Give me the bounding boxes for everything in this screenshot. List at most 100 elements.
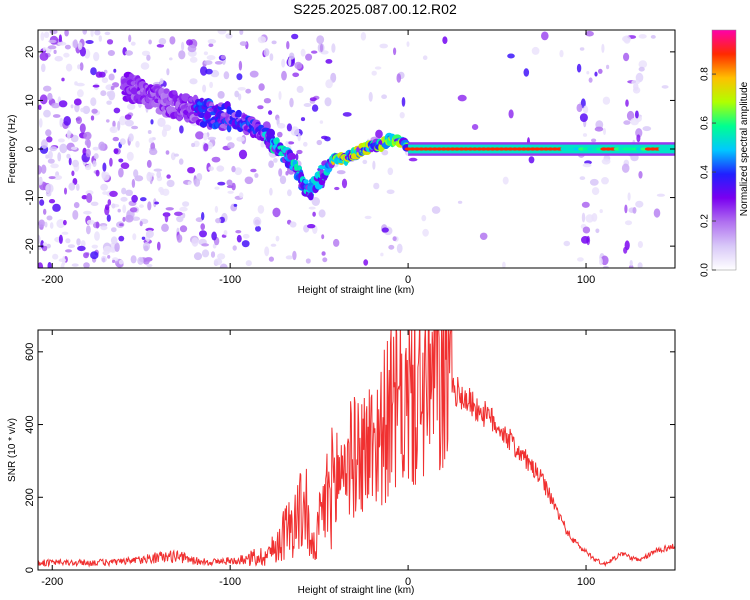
spectrogram-noise-blob — [210, 251, 216, 258]
spectrogram-noise-blob — [638, 60, 648, 69]
spectrogram-noise-blob — [176, 215, 184, 223]
spectrogram-noise-blob — [98, 141, 106, 151]
spectrogram-noise-blob — [636, 134, 641, 143]
spectrogram-noise-blob — [166, 174, 171, 179]
spectrogram-noise-blob — [602, 96, 611, 105]
colorbar-gradient — [712, 30, 736, 270]
spectrogram-noise-blob — [108, 73, 115, 81]
spectrogram-noise-blob — [71, 263, 79, 267]
spectrogram-noise-blob — [76, 82, 85, 87]
spectrogram-noise-blob — [581, 236, 590, 244]
spectrogram-noise-blob — [38, 219, 45, 228]
spectrogram-noise-blob — [178, 158, 184, 165]
spectrogram-noise-blob — [300, 48, 306, 57]
spectrogram-noise-blob — [156, 170, 162, 179]
spectrogram-noise-blob — [381, 94, 387, 99]
spectrogram-noise-blob — [38, 246, 42, 250]
spectrogram-noise-blob — [209, 81, 214, 89]
x-tick-label: -200 — [41, 274, 63, 286]
spectrogram-noise-blob — [576, 103, 583, 113]
spectrogram-noise-blob — [189, 56, 198, 63]
spectrogram-noise-blob — [388, 244, 395, 250]
colorbar-label: Normalized spectral amplitude — [739, 81, 750, 216]
spectrogram-noise-blob — [140, 62, 150, 70]
spectrogram-noise-blob — [40, 31, 45, 41]
spectrogram-noise-blob — [211, 156, 221, 163]
spectrogram-noise-blob — [119, 115, 127, 126]
spectrogram-noise-blob — [76, 238, 81, 246]
spectrogram-noise-blob — [600, 255, 609, 266]
spectrogram-noise-blob — [53, 175, 63, 180]
spectrogram-noise-blob — [146, 171, 152, 182]
spectrogram-noise-blob — [161, 223, 169, 232]
spectrogram-noise-blob — [396, 73, 402, 83]
spectrogram-noise-blob — [305, 53, 313, 61]
spectrogram-noise-blob — [92, 84, 100, 88]
spectrogram-noise-blob — [100, 183, 108, 191]
snr-plot-area — [38, 330, 675, 570]
spectrogram-noise-blob — [66, 153, 71, 159]
spectrogram-noise-blob — [591, 213, 598, 222]
spectrogram-ridge-blob — [307, 192, 314, 201]
spectrogram-noise-blob — [238, 60, 243, 71]
spectrogram-noise-blob — [214, 186, 220, 190]
spectrogram-noise-blob — [290, 126, 300, 136]
x-tick-label: -200 — [41, 576, 63, 588]
spectrogram-noise-blob — [105, 204, 110, 211]
spectrogram-noise-blob — [154, 201, 160, 205]
spectrogram-noise-blob — [602, 265, 609, 268]
spectrogram-noise-blob — [241, 240, 250, 248]
spectrogram-ridge-blob — [163, 88, 170, 94]
y-tick-label: 0 — [24, 146, 36, 152]
spectrogram-noise-blob — [90, 251, 99, 260]
spectrogram-ridge-blob — [130, 81, 136, 86]
spectrogram-noise-blob — [208, 43, 214, 48]
spectrogram-noise-blob — [124, 114, 132, 120]
spectrogram-noise-blob — [585, 30, 594, 37]
spectrogram-noise-blob — [621, 163, 630, 173]
spectrogram-noise-blob — [341, 178, 348, 189]
spectrogram-noise-blob — [422, 55, 428, 60]
spectrogram-noise-blob — [119, 138, 126, 146]
spectrogram-noise-blob — [321, 251, 326, 256]
spectrogram-noise-blob — [305, 258, 311, 264]
spectrogram-noise-blob — [109, 157, 113, 167]
spectrogram-noise-layer — [38, 30, 669, 268]
spectrogram-noise-blob — [271, 40, 277, 45]
spectrogram-noise-blob — [239, 30, 244, 35]
spectrogram-noise-blob — [85, 164, 92, 171]
spectrogram-noise-blob — [53, 49, 57, 55]
spectrogram-noise-blob — [373, 182, 380, 190]
spectrogram-noise-blob — [312, 211, 316, 217]
spectrogram-noise-blob — [421, 214, 427, 222]
spectrogram-noise-blob — [507, 53, 515, 59]
spectrogram-noise-blob — [65, 249, 72, 253]
spectrogram-noise-blob — [471, 124, 479, 130]
spectrogram-noise-blob — [57, 138, 65, 143]
spectrogram-noise-blob — [371, 70, 377, 76]
spectrogram-noise-blob — [45, 183, 54, 194]
spectrogram-noise-blob — [120, 162, 130, 169]
spectrogram-ridge-blob — [287, 152, 296, 161]
spectrogram-noise-blob — [191, 142, 196, 148]
spectrogram-noise-blob — [60, 262, 65, 268]
spectrogram-noise-blob — [146, 159, 152, 168]
spectrogram-noise-blob — [211, 231, 217, 241]
spectrogram-noise-blob — [392, 236, 397, 242]
spectrogram-noise-blob — [523, 68, 530, 77]
spectrogram-noise-blob — [220, 55, 226, 60]
spectrogram-noise-blob — [375, 129, 383, 139]
spectrogram-noise-blob — [208, 166, 214, 172]
spectrogram-noise-blob — [386, 189, 395, 195]
spectrogram-noise-blob — [319, 120, 324, 124]
spectrogram-noise-blob — [379, 43, 389, 49]
spectrogram-noise-blob — [95, 221, 100, 229]
spectrogram-noise-blob — [90, 115, 95, 121]
spectrogram-noise-blob — [166, 179, 175, 188]
spectrogram-noise-blob — [80, 107, 85, 113]
x-tick-label: 0 — [405, 274, 411, 286]
spectrogram-noise-blob — [203, 132, 208, 141]
spectrogram-noise-blob — [104, 31, 111, 36]
spectrogram-noise-blob — [595, 228, 600, 234]
